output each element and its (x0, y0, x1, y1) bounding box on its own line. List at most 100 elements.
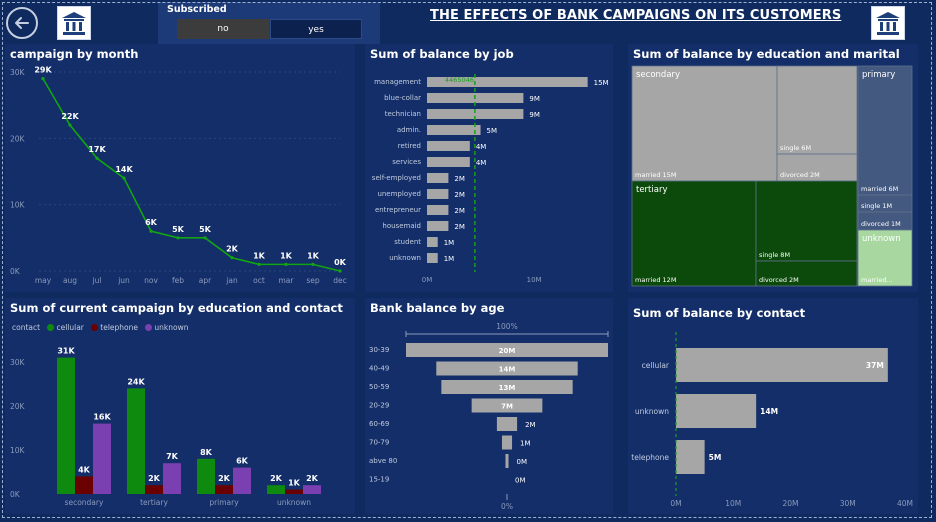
data-point (68, 123, 72, 127)
bar (285, 489, 303, 494)
balance-by-job-panel: Sum of balance by job management 15M blue-… (365, 44, 613, 292)
bar-chart: management 15M blue-collar 9M technician 9M ad… (372, 74, 609, 284)
bar (676, 394, 757, 428)
group-label: tertiary (636, 185, 668, 195)
category-label: technician (385, 110, 421, 118)
treemap-chart: married 15M single 6M divorced 2M married 1… (631, 65, 913, 287)
category-label: management (374, 78, 421, 86)
data-label: 5K (199, 225, 212, 234)
x-tick-label: primary (209, 498, 239, 507)
bottom-label: 0% (501, 502, 513, 511)
data-label: 4K (78, 465, 91, 474)
x-tick-label: 40M (897, 499, 913, 508)
bank-icon (57, 6, 91, 40)
line-chart: 0K 10K 20K 30K may aug jul jun nov feb apr jan oct ma… (10, 66, 347, 285)
data-label: 2M (454, 207, 465, 215)
slicer-option-yes[interactable]: yes (270, 19, 362, 39)
data-label: 2M (525, 421, 536, 429)
y-tick-label: 30K (10, 358, 26, 367)
data-point (203, 236, 207, 240)
data-point (257, 262, 261, 266)
data-label: 24K (127, 377, 145, 386)
bar (427, 141, 470, 151)
bar (436, 361, 578, 376)
cell-label: divorced 2M (759, 276, 799, 284)
chart-title: Sum of balance by education and marital (633, 47, 900, 61)
x-tick-label: 0M (422, 276, 433, 284)
bar (427, 173, 449, 183)
data-point (95, 156, 99, 160)
data-label: 13M (499, 384, 516, 392)
chart-title: campaign by month (10, 47, 139, 61)
x-tick-label: 30M (840, 499, 856, 508)
data-label: 6K (236, 457, 249, 466)
x-tick-label: 0M (670, 499, 681, 508)
balance-by-contact-panel: Sum of balance by contact cellular 37M unk… (628, 298, 918, 514)
data-label: 5K (172, 225, 185, 234)
bar (57, 357, 75, 494)
x-tick-label: aug (63, 276, 77, 285)
bar (267, 485, 285, 494)
x-tick-label: mar (279, 276, 295, 285)
x-tick-label: dec (333, 276, 347, 285)
x-tick-label: 10M (725, 499, 741, 508)
bar (496, 417, 518, 431)
data-label: 0M (517, 458, 528, 466)
data-point (149, 229, 153, 233)
bar (427, 157, 470, 167)
bar-chart: cellular 37M unknown 14M telephone 5M 0M 10M 20M… (631, 332, 913, 508)
data-label: 2M (454, 223, 465, 231)
bar (676, 348, 888, 382)
cell-label: married 15M (635, 171, 676, 179)
category-label: self-employed (372, 174, 421, 182)
data-label: 1K (280, 251, 293, 260)
bar (145, 485, 163, 494)
legend-item: unknown (154, 323, 189, 332)
bar (427, 189, 449, 199)
data-label: 2K (306, 474, 319, 483)
treemap-cell (755, 260, 858, 287)
data-label: 1K (253, 251, 266, 260)
data-label: 1K (307, 251, 320, 260)
bar (427, 125, 481, 135)
group-label: primary (862, 70, 895, 80)
data-label: 9M (529, 95, 540, 103)
bar (501, 435, 513, 450)
y-tick-label: 10K (10, 201, 26, 210)
legend-item: cellular (56, 323, 84, 332)
data-label: 14M (760, 407, 778, 416)
category-label: retired (398, 142, 421, 150)
y-tick-label: 20K (10, 402, 26, 411)
cell-label: married... (861, 276, 893, 284)
chart-title: Bank balance by age (370, 301, 505, 315)
y-tick-label: 10K (10, 446, 26, 455)
reference-label: 4465046 (445, 76, 474, 84)
treemap-cell (631, 65, 778, 182)
data-label: 2K (148, 474, 161, 483)
back-arrow-icon[interactable] (6, 7, 38, 39)
slicer-option-no[interactable]: no (177, 19, 269, 39)
cell-label: married 12M (635, 276, 676, 284)
legend-title: contact (12, 323, 41, 332)
x-tick-label: jun (117, 276, 130, 285)
bank-balance-by-age-panel: Bank balance by age 100% 30-39 20M 40-49 14M… (365, 298, 613, 514)
bar (427, 109, 524, 119)
funnel-chart: 100% 30-39 20M 40-49 14M 50-59 13M 20-29 7M 60-69… (369, 322, 609, 511)
data-point (338, 269, 342, 273)
group-label: unknown (862, 234, 901, 244)
series-line (42, 78, 341, 272)
data-label: 2K (270, 474, 283, 483)
bar (163, 463, 181, 494)
x-tick-label: sep (306, 276, 320, 285)
data-label: 16K (93, 413, 111, 422)
data-label: 7M (501, 403, 513, 411)
category-label: 60-69 (369, 420, 389, 428)
x-tick-label: secondary (65, 498, 104, 507)
data-label: 22K (61, 112, 79, 121)
data-label: 5M (709, 453, 722, 462)
data-label: 7K (166, 452, 179, 461)
data-label: 37M (866, 361, 884, 370)
treemap-cell (857, 65, 913, 196)
category-label: 20-29 (369, 402, 389, 410)
category-label: 40-49 (369, 365, 389, 373)
